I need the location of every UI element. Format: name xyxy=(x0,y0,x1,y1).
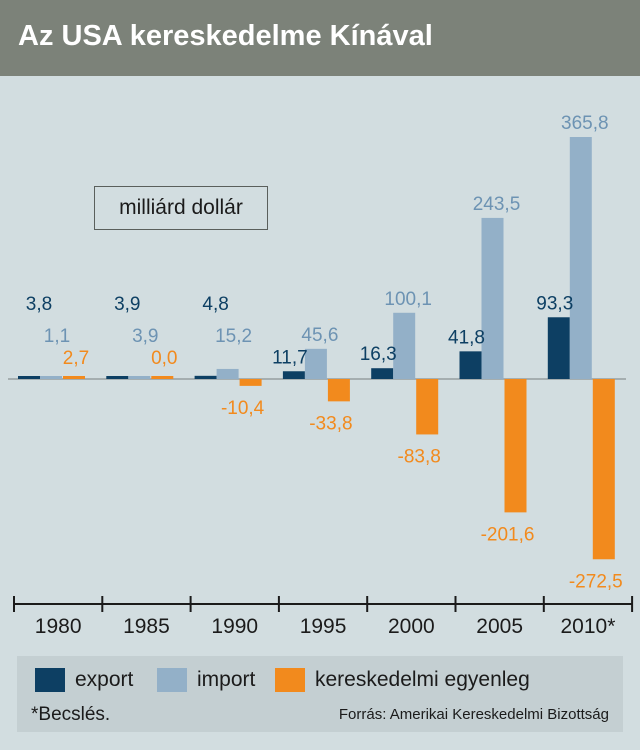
category-label-2010: 2010* xyxy=(561,615,616,638)
legend-item-import: import xyxy=(157,668,255,692)
bar-import-2005 xyxy=(481,217,504,379)
bar-export-1980 xyxy=(18,376,40,379)
legend-label-balance: kereskedelmi egyenleg xyxy=(315,668,530,691)
legend-swatch-export xyxy=(35,668,65,692)
estimate-note: *Becslés. xyxy=(31,704,111,725)
category-label-1990: 1990 xyxy=(211,615,258,638)
legend-panel: export import kereskedelmi egyenleg *Bec… xyxy=(17,656,623,732)
data-label-balance-1980: 2,7 xyxy=(63,348,89,369)
bar-export-1985 xyxy=(106,376,129,379)
bar-balance-2005 xyxy=(504,379,527,513)
data-label-export-2000: 16,3 xyxy=(360,344,397,365)
bar-export-1995 xyxy=(282,371,305,379)
data-label-import-1980: 1,1 xyxy=(44,326,70,347)
category-label-1985: 1985 xyxy=(123,615,170,638)
legend-swatch-import xyxy=(157,668,187,692)
bar-import-2000 xyxy=(393,312,416,379)
data-label-import-1995: 45,6 xyxy=(301,325,338,346)
category-label-1980: 1980 xyxy=(35,615,82,638)
data-label-import-2000: 100,1 xyxy=(384,289,432,310)
legend-item-export: export xyxy=(35,668,133,692)
bar-balance-1990 xyxy=(239,379,262,386)
header-bar: Az USA kereskedelme Kínával xyxy=(0,0,640,76)
bar-import-1985 xyxy=(128,376,151,379)
data-label-export-1980: 3,8 xyxy=(26,294,52,315)
data-label-balance-1990: -10,4 xyxy=(221,398,265,419)
category-label-2005: 2005 xyxy=(476,615,523,638)
data-label-balance-2005: -201,6 xyxy=(481,524,535,545)
chart-title: Az USA kereskedelme Kínával xyxy=(18,20,433,52)
category-label-1995: 1995 xyxy=(300,615,347,638)
category-label-2000: 2000 xyxy=(388,615,435,638)
data-label-import-1990: 15,2 xyxy=(215,326,252,347)
bar-balance-2000 xyxy=(416,379,439,435)
data-label-export-1995: 11,7 xyxy=(272,347,308,368)
data-label-import-2005: 243,5 xyxy=(473,194,521,215)
data-label-import-2010: 365,8 xyxy=(561,113,609,134)
bar-export-2000 xyxy=(371,368,394,379)
bar-balance-2010 xyxy=(592,379,615,560)
bar-export-2010 xyxy=(547,317,570,379)
bar-import-1980 xyxy=(40,376,62,379)
bar-import-1995 xyxy=(304,348,327,379)
data-label-export-2010: 93,3 xyxy=(536,293,573,314)
legend-label-export: export xyxy=(75,668,134,691)
data-label-export-1985: 3,9 xyxy=(114,294,140,315)
bar-export-1990 xyxy=(194,375,217,379)
bar-balance-1985 xyxy=(151,376,174,379)
data-label-balance-1985: 0,0 xyxy=(151,348,177,369)
data-label-import-1985: 3,9 xyxy=(132,326,158,347)
chart-area: 19803,81,12,719853,93,90,019904,815,2-10… xyxy=(8,113,634,638)
bar-balance-1995 xyxy=(327,379,350,402)
unit-label: milliárd dollár xyxy=(119,196,243,219)
bar-export-2005 xyxy=(459,351,482,379)
legend-label-import: import xyxy=(197,668,256,691)
data-label-balance-1995: -33,8 xyxy=(309,413,352,434)
legend-item-balance: kereskedelmi egyenleg xyxy=(275,668,530,692)
data-label-balance-2000: -83,8 xyxy=(398,446,441,467)
source-note: Forrás: Amerikai Kereskedelmi Bizottság xyxy=(338,706,609,723)
bar-import-2010 xyxy=(569,137,592,379)
legend-swatch-balance xyxy=(275,668,305,692)
data-label-export-2005: 41,8 xyxy=(448,327,485,348)
data-label-export-1990: 4,8 xyxy=(202,294,228,315)
data-label-balance-2010: -272,5 xyxy=(569,571,623,592)
unit-label-box: milliárd dollár xyxy=(94,186,268,230)
bar-balance-1980 xyxy=(63,376,85,379)
bar-import-1990 xyxy=(216,368,239,379)
